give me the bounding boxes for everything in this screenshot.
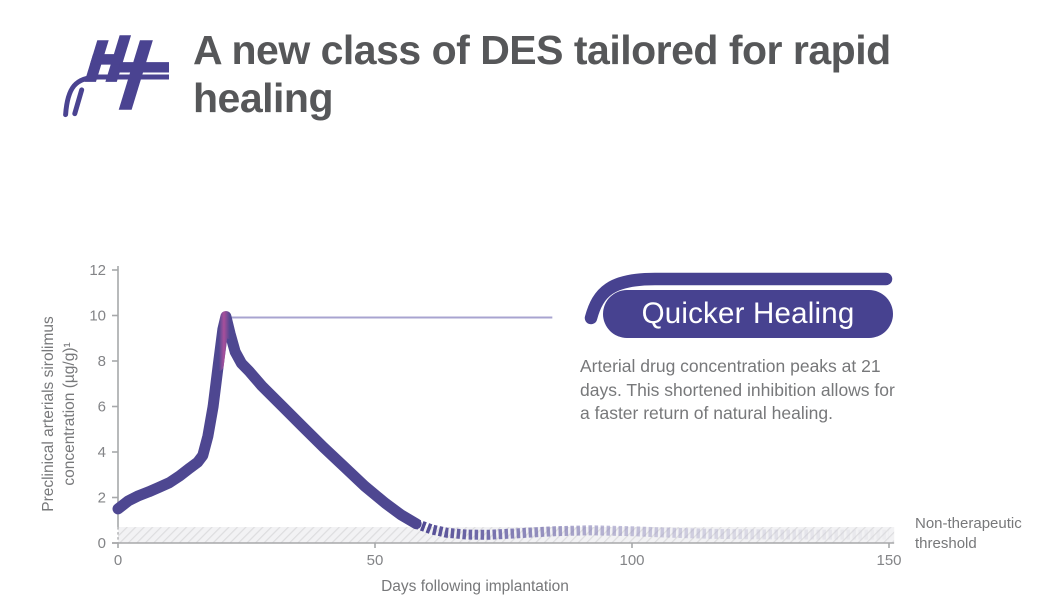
concentration-curve	[112, 311, 422, 530]
svg-text:4: 4	[98, 444, 106, 461]
x-axis-title: Days following implantation	[381, 578, 569, 595]
callout-description: Arterial drug concentration peaks at 21 …	[580, 356, 895, 424]
axes: 0 2 4 6 8 10 12 0 50 100 150	[89, 262, 901, 569]
svg-text:6: 6	[98, 399, 106, 416]
svg-text:8: 8	[98, 353, 106, 370]
svg-text:100: 100	[619, 552, 644, 569]
svg-text:12: 12	[89, 262, 106, 279]
peak-highlight	[212, 311, 236, 372]
quicker-healing-badge: Quicker Healing	[603, 290, 893, 338]
brand-logo-ht-icon	[63, 35, 169, 118]
svg-text:0: 0	[98, 535, 106, 552]
callout-swoosh-icon	[584, 272, 893, 325]
threshold-band-label: Non-therapeutic threshold	[915, 515, 1022, 552]
svg-text:10: 10	[89, 308, 106, 325]
svg-text:0: 0	[114, 552, 122, 569]
y-axis-title: Preclinical arterials sirolimus concentr…	[40, 316, 78, 512]
page-title: A new class of DES tailored for rapid he…	[193, 27, 891, 121]
curve-fading-tail	[414, 519, 889, 540]
quicker-healing-callout: Quicker Healing	[578, 264, 912, 356]
svg-text:50: 50	[367, 552, 384, 569]
svg-text:150: 150	[876, 552, 901, 569]
svg-text:2: 2	[98, 490, 106, 507]
